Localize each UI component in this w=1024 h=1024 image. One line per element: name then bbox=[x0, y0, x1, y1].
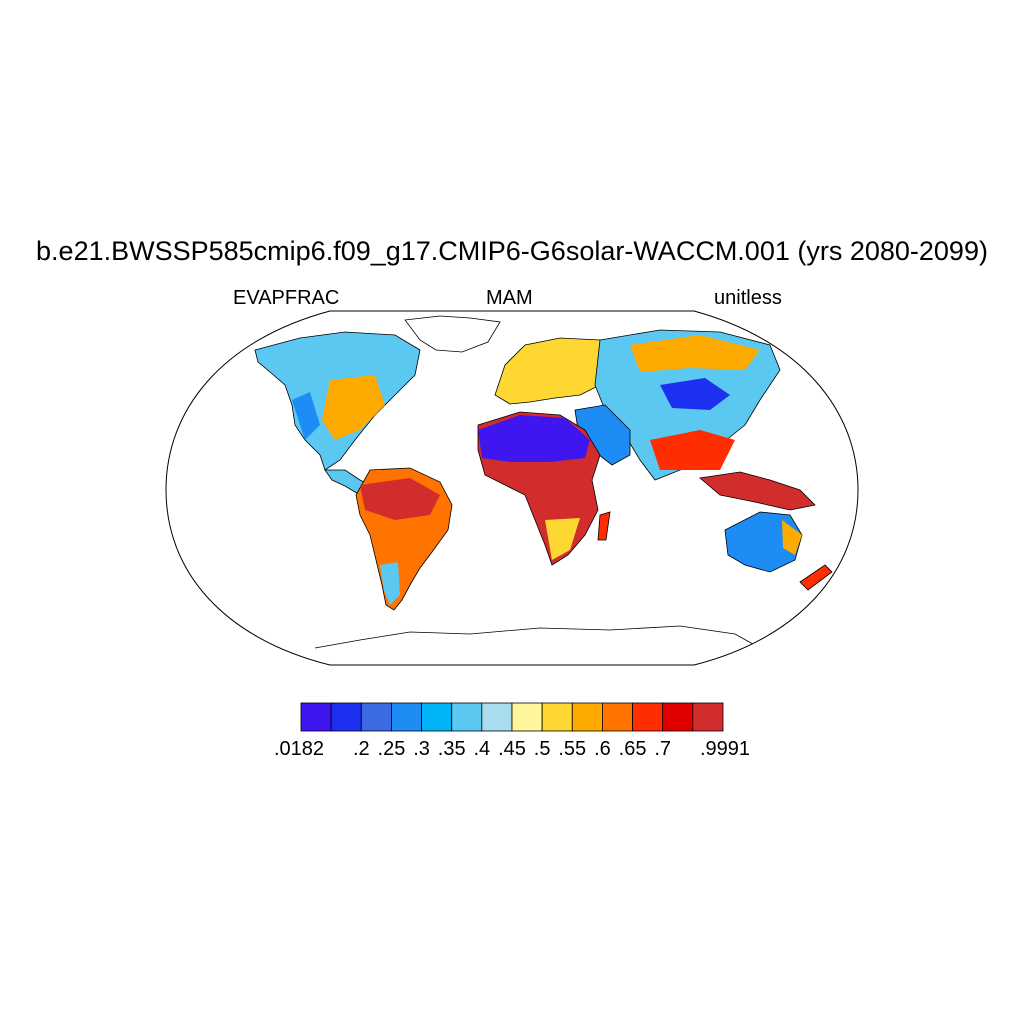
season-label: MAM bbox=[486, 287, 533, 309]
colorbar-swatch bbox=[602, 702, 633, 732]
colorbar-tick-label: .3 bbox=[413, 738, 430, 760]
colorbar-swatch bbox=[511, 702, 543, 732]
colorbar-tick-label: .9991 bbox=[699, 738, 751, 760]
colorbar-tick-label: .6 bbox=[594, 738, 611, 760]
map-boundary bbox=[165, 310, 859, 666]
colorbar-swatch bbox=[421, 702, 453, 732]
colorbar-swatch bbox=[481, 702, 513, 732]
north-america-east bbox=[322, 375, 385, 440]
colorbar-swatch bbox=[571, 702, 603, 732]
colorbar-tick-label: .25 bbox=[377, 738, 406, 760]
south-asia-region bbox=[650, 430, 735, 470]
new-zealand bbox=[799, 564, 833, 591]
indonesia-region bbox=[699, 471, 816, 511]
colorbar-swatch bbox=[360, 702, 392, 732]
amazon-region bbox=[360, 478, 440, 520]
colorbar-tick-label: .55 bbox=[558, 738, 587, 760]
colorbar-swatch bbox=[662, 702, 694, 732]
central-asia-dry-region bbox=[660, 378, 730, 410]
variable-label: EVAPFRAC bbox=[233, 287, 340, 309]
colorbar-tick-label: .35 bbox=[437, 738, 466, 760]
colorbar-tick-label: .0182 bbox=[273, 738, 325, 760]
sahara-region bbox=[478, 415, 590, 462]
greenland bbox=[404, 315, 501, 353]
north-america-west bbox=[292, 392, 320, 440]
patagonia-region bbox=[380, 562, 400, 605]
colorbar-swatch bbox=[451, 702, 483, 732]
colorbar-swatch bbox=[300, 702, 332, 732]
colorbar-tick-label: .65 bbox=[618, 738, 647, 760]
colorbar-tick-label: .4 bbox=[473, 738, 491, 760]
colorbar-tick-label: .2 bbox=[352, 738, 370, 760]
colorbar-swatch bbox=[541, 702, 573, 732]
colorbar-swatch bbox=[692, 702, 724, 732]
colorbar-swatch bbox=[330, 702, 362, 732]
colorbar-swatch bbox=[391, 702, 422, 732]
southern-africa-region bbox=[545, 518, 580, 560]
siberia-region bbox=[630, 335, 760, 372]
colorbar-tick-label: .45 bbox=[498, 738, 526, 760]
land-data-layer bbox=[254, 315, 833, 649]
colorbar-tick-label: .5 bbox=[533, 738, 551, 760]
colorbar-tick-label: .7 bbox=[654, 738, 672, 760]
australia-east-region bbox=[782, 520, 802, 555]
antarctica-outline bbox=[314, 625, 761, 649]
colorbar-swatch bbox=[632, 702, 664, 732]
madagascar bbox=[597, 511, 611, 541]
units-label: unitless bbox=[714, 287, 782, 309]
plot-title: b.e21.BWSSP585cmip6.f09_g17.CMIP6-G6sola… bbox=[36, 236, 988, 266]
